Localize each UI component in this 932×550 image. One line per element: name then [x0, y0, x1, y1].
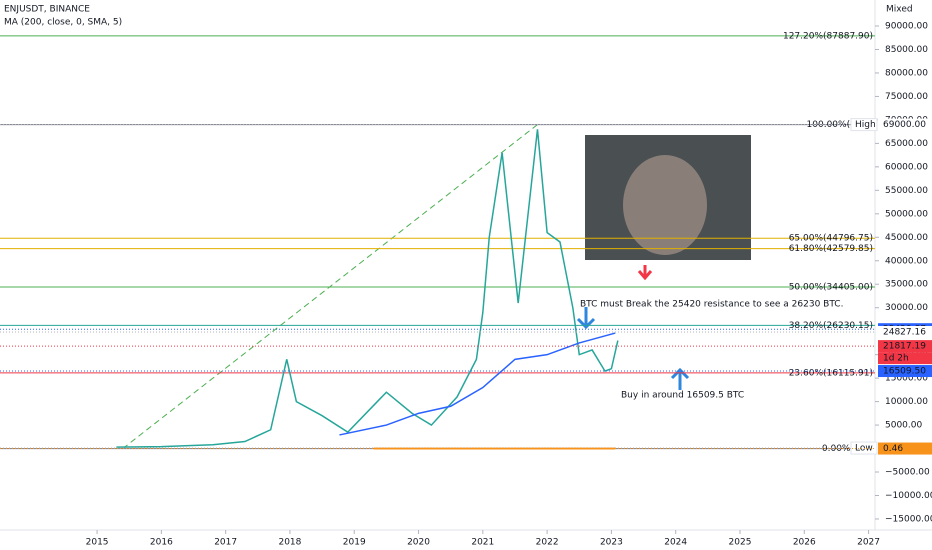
y-tick-label: −5000.00 [885, 468, 930, 478]
y-tick-label: 10000.00 [885, 397, 928, 407]
annotation: Buy in around 16509.5 BTC [621, 391, 744, 401]
price-label: 24827.16 [883, 327, 926, 337]
price-label: 69000.00 [883, 120, 926, 130]
tag-label: High [855, 120, 876, 130]
price-box [878, 365, 932, 378]
y-tick-label: −15000.00 [885, 514, 932, 524]
fib-label: 23.60%(16115.91) [789, 368, 873, 378]
series-line [339, 332, 616, 436]
y-tick-label: 35000.00 [885, 280, 928, 290]
x-tick-label: 2016 [150, 538, 173, 548]
x-tick-label: 2021 [471, 538, 494, 548]
fib-label: 0.00%(−23 [822, 444, 873, 454]
y-tick-label: 80000.00 [885, 68, 928, 78]
x-tick-label: 2020 [407, 538, 430, 548]
y-tick-label: 55000.00 [885, 186, 928, 196]
x-tick-label: 2026 [793, 538, 816, 548]
countdown-label: 1d 2h [883, 354, 909, 364]
y-tick-label: 40000.00 [885, 256, 928, 266]
tag-box [850, 441, 878, 455]
y-tick-label: 75000.00 [885, 92, 928, 102]
price-box [878, 442, 932, 455]
symbol-title: ENJUSDT, BINANCE [4, 5, 90, 15]
x-tick-label: 2023 [600, 538, 623, 548]
fib-label: 38.20%(26230.15) [789, 321, 873, 331]
series-line [116, 129, 619, 448]
countdown-box [878, 352, 932, 365]
price-box [878, 325, 932, 338]
y-tick-label: 90000.00 [885, 22, 928, 32]
locutus-face [623, 155, 707, 255]
down-arrow [637, 265, 653, 281]
y-tick-label: 50000.00 [885, 209, 928, 219]
x-tick-label: 2019 [343, 538, 366, 548]
tag-label: Low [855, 444, 873, 454]
annotation: BTC must Break the 25420 resistance to s… [580, 300, 843, 310]
price-label: 21817.19 [883, 342, 926, 352]
fib-label: 61.80%(42579.85) [789, 244, 873, 254]
y-tick-label: 60000.00 [885, 162, 928, 172]
y-tick-label: 5000.00 [885, 421, 922, 431]
price-box [878, 340, 932, 353]
price-label: 16509.50 [883, 367, 926, 377]
tag-box [850, 118, 878, 132]
x-tick-label: 2022 [536, 538, 559, 548]
x-tick-label: 2024 [664, 538, 687, 548]
fib-label: 127.20%(87887.90) [783, 31, 873, 41]
y-tick-label: 15000.00 [885, 374, 928, 384]
indicator-label: MA (200, close, 0, SMA, 5) [4, 18, 122, 28]
x-tick-label: 2018 [278, 538, 301, 548]
price-box [878, 118, 932, 131]
x-tick-label: 2025 [729, 538, 752, 548]
x-tick-label: 2015 [86, 538, 109, 548]
y-tick-label: 45000.00 [885, 233, 928, 243]
y-tick-label: 65000.00 [885, 139, 928, 149]
down-arrow [576, 307, 596, 330]
y-tick-label: 85000.00 [885, 45, 928, 55]
fib-label: 50.00%(34405.00) [789, 283, 873, 293]
scale-mode: Mixed [886, 5, 913, 15]
fib-label: 65.00%(44796.75) [789, 234, 873, 244]
x-tick-label: 2017 [214, 538, 237, 548]
y-tick-label: 30000.00 [885, 303, 928, 313]
y-tick-label: −10000.00 [885, 491, 932, 501]
price-label: 0.46 [883, 444, 903, 454]
x-tick-label: 2027 [857, 538, 880, 548]
fib-label: 100.00%(6904 [807, 120, 874, 130]
